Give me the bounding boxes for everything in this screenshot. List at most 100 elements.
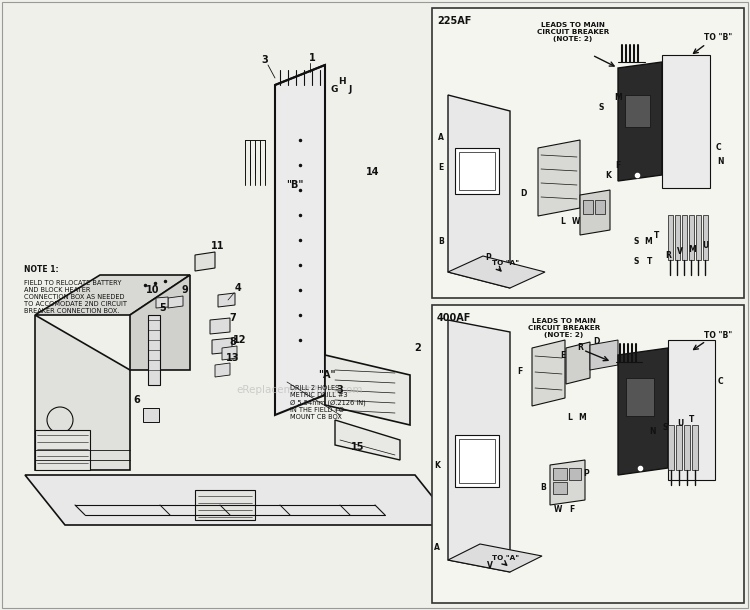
Text: B: B xyxy=(438,237,444,246)
Text: 2: 2 xyxy=(415,343,422,353)
Text: W: W xyxy=(572,218,580,226)
Text: M: M xyxy=(614,93,622,102)
Text: 14: 14 xyxy=(366,167,380,177)
Polygon shape xyxy=(35,315,130,470)
Polygon shape xyxy=(448,95,510,288)
Text: NOTE 1:: NOTE 1: xyxy=(24,265,58,275)
Text: F: F xyxy=(518,367,523,376)
Polygon shape xyxy=(668,215,673,260)
Text: 12: 12 xyxy=(233,335,247,345)
Text: F: F xyxy=(615,160,621,170)
Text: R: R xyxy=(665,251,671,259)
Polygon shape xyxy=(35,275,190,315)
Text: LEADS TO MAIN
CIRCUIT BREAKER
(NOTE: 2): LEADS TO MAIN CIRCUIT BREAKER (NOTE: 2) xyxy=(528,318,600,338)
Bar xyxy=(148,315,160,385)
Polygon shape xyxy=(335,420,400,460)
Polygon shape xyxy=(668,425,674,470)
Text: S: S xyxy=(633,237,639,246)
Polygon shape xyxy=(684,425,690,470)
Text: N: N xyxy=(650,428,656,437)
Polygon shape xyxy=(538,140,580,216)
Text: T: T xyxy=(647,257,652,267)
Polygon shape xyxy=(130,275,190,370)
Polygon shape xyxy=(703,215,708,260)
Bar xyxy=(625,95,650,127)
Bar xyxy=(626,378,654,416)
Text: FIELD TO RELOCATE BATTERY
AND BLOCK HEATER
CONNECTION BOX AS NEEDED
TO ACCOMODAT: FIELD TO RELOCATE BATTERY AND BLOCK HEAT… xyxy=(24,280,127,314)
Polygon shape xyxy=(222,346,237,360)
Polygon shape xyxy=(325,355,410,425)
Polygon shape xyxy=(195,490,255,520)
Text: V: V xyxy=(487,561,493,570)
Polygon shape xyxy=(618,348,668,475)
Polygon shape xyxy=(668,340,715,480)
Bar xyxy=(455,148,499,194)
Text: 5: 5 xyxy=(160,303,166,313)
Text: S: S xyxy=(662,423,668,432)
Text: M: M xyxy=(644,237,652,246)
Bar xyxy=(553,482,567,494)
Text: LEADS TO MAIN
CIRCUIT BREAKER
(NOTE: 2): LEADS TO MAIN CIRCUIT BREAKER (NOTE: 2) xyxy=(537,22,609,42)
Bar xyxy=(432,8,744,298)
Polygon shape xyxy=(448,256,545,288)
Polygon shape xyxy=(218,293,235,307)
Text: W: W xyxy=(554,506,562,514)
Polygon shape xyxy=(682,215,687,260)
Text: C: C xyxy=(716,143,721,152)
Polygon shape xyxy=(566,342,590,384)
Text: E: E xyxy=(438,163,444,173)
Polygon shape xyxy=(212,338,232,354)
Text: S: S xyxy=(633,257,639,267)
Polygon shape xyxy=(210,318,230,334)
Polygon shape xyxy=(156,297,168,308)
Polygon shape xyxy=(168,296,183,308)
Polygon shape xyxy=(692,425,698,470)
Text: eReplacementParts.com: eReplacementParts.com xyxy=(237,385,363,395)
Polygon shape xyxy=(580,190,610,235)
Text: M: M xyxy=(688,245,696,254)
Text: "B": "B" xyxy=(286,180,304,190)
Text: TO "B": TO "B" xyxy=(704,331,732,340)
Polygon shape xyxy=(662,55,710,188)
Text: U: U xyxy=(702,240,708,249)
Polygon shape xyxy=(25,475,455,525)
Polygon shape xyxy=(35,430,90,470)
Text: 3: 3 xyxy=(262,55,268,65)
Text: G: G xyxy=(330,85,338,95)
Bar xyxy=(583,200,593,214)
Text: C: C xyxy=(717,378,723,387)
Bar xyxy=(455,435,499,487)
Polygon shape xyxy=(195,252,215,271)
Text: A: A xyxy=(438,134,444,143)
Text: TO "A": TO "A" xyxy=(492,260,519,266)
Text: TO "B": TO "B" xyxy=(704,34,732,43)
Text: 225AF: 225AF xyxy=(436,16,471,26)
Text: J: J xyxy=(348,85,352,95)
Text: 7: 7 xyxy=(230,313,236,323)
Text: 400AF: 400AF xyxy=(436,313,471,323)
Text: A: A xyxy=(434,544,440,553)
Polygon shape xyxy=(676,425,682,470)
Text: S: S xyxy=(598,104,604,112)
Text: 15: 15 xyxy=(351,442,364,452)
Text: D: D xyxy=(592,337,599,346)
Bar xyxy=(595,200,605,214)
Text: 11: 11 xyxy=(211,241,225,251)
Polygon shape xyxy=(448,320,510,572)
Text: U: U xyxy=(676,420,683,428)
Text: L: L xyxy=(560,218,566,226)
Text: 6: 6 xyxy=(134,395,140,405)
Polygon shape xyxy=(275,65,325,415)
Text: M: M xyxy=(578,414,586,423)
Polygon shape xyxy=(448,544,542,572)
Text: DRILL 2 HOLES
METRIC DRILL #3
Ø 5.54mm (Ø.2126 IN)
IN THE FIELD TO
MOUNT CB BOX: DRILL 2 HOLES METRIC DRILL #3 Ø 5.54mm (… xyxy=(290,385,366,420)
Text: L: L xyxy=(568,414,572,423)
Text: 1: 1 xyxy=(309,53,315,63)
Text: T: T xyxy=(689,415,694,425)
Text: 3: 3 xyxy=(337,385,344,395)
Text: P: P xyxy=(485,254,490,262)
Polygon shape xyxy=(696,215,701,260)
Text: 10: 10 xyxy=(146,285,160,295)
Text: R: R xyxy=(577,343,583,353)
Text: TO "A": TO "A" xyxy=(492,555,519,561)
